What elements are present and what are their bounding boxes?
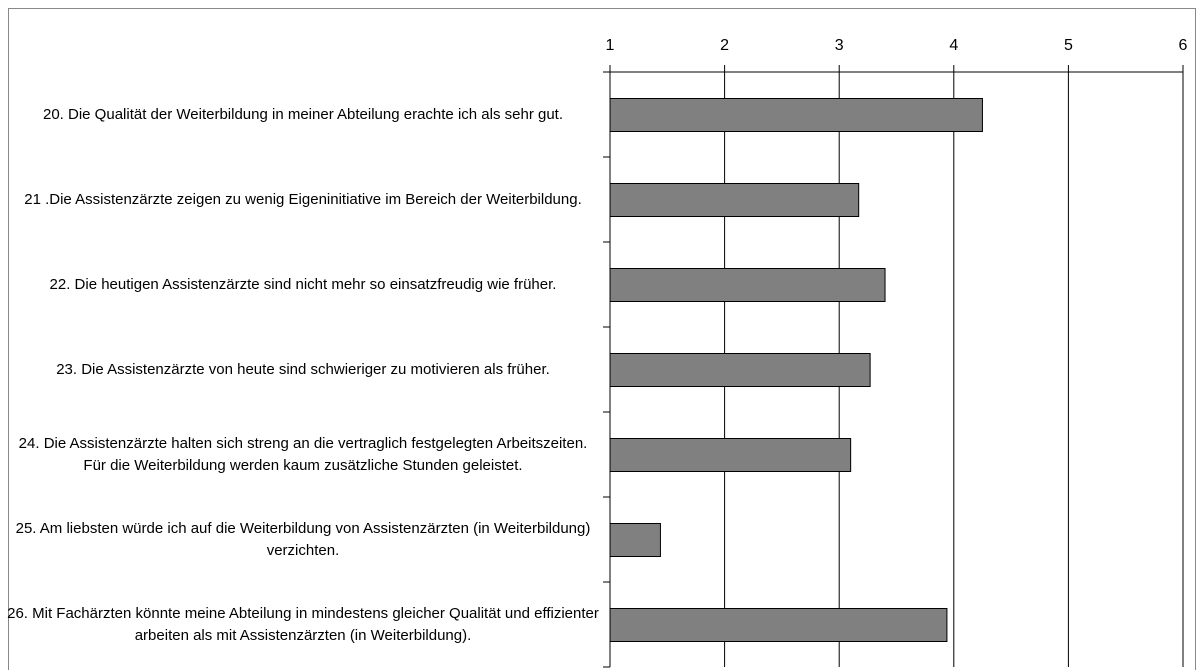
x-tick-label: 1 (606, 37, 615, 54)
bar (609, 98, 983, 132)
x-tick-label: 6 (1179, 37, 1188, 54)
x-tick-label: 5 (1064, 37, 1073, 54)
y-tick-label: 26. Mit Fachärzten könnte meine Abteilun… (7, 604, 599, 644)
bar (609, 523, 661, 557)
chart-border (8, 8, 1196, 670)
bar (609, 268, 886, 302)
y-tick-label: 24. Die Assistenzärzte halten sich stren… (18, 434, 588, 474)
bar (609, 608, 948, 642)
y-tick-label: 25. Am liebsten würde ich auf die Weiter… (15, 519, 591, 559)
bar (609, 353, 871, 387)
y-tick-label: 20. Die Qualität der Weiterbildung in me… (42, 105, 563, 123)
y-tick-label: 21 .Die Assistenzärzte zeigen zu wenig E… (24, 190, 582, 208)
x-tick-label: 2 (720, 37, 729, 54)
y-tick-label: 22. Die heutigen Assistenzärzte sind nic… (49, 275, 557, 293)
y-tick-label: 23. Die Assistenzärzte von heute sind sc… (56, 360, 550, 378)
x-tick-label: 4 (949, 37, 958, 54)
x-tick-label: 3 (835, 37, 844, 54)
bar (609, 183, 860, 217)
bar (609, 438, 852, 472)
